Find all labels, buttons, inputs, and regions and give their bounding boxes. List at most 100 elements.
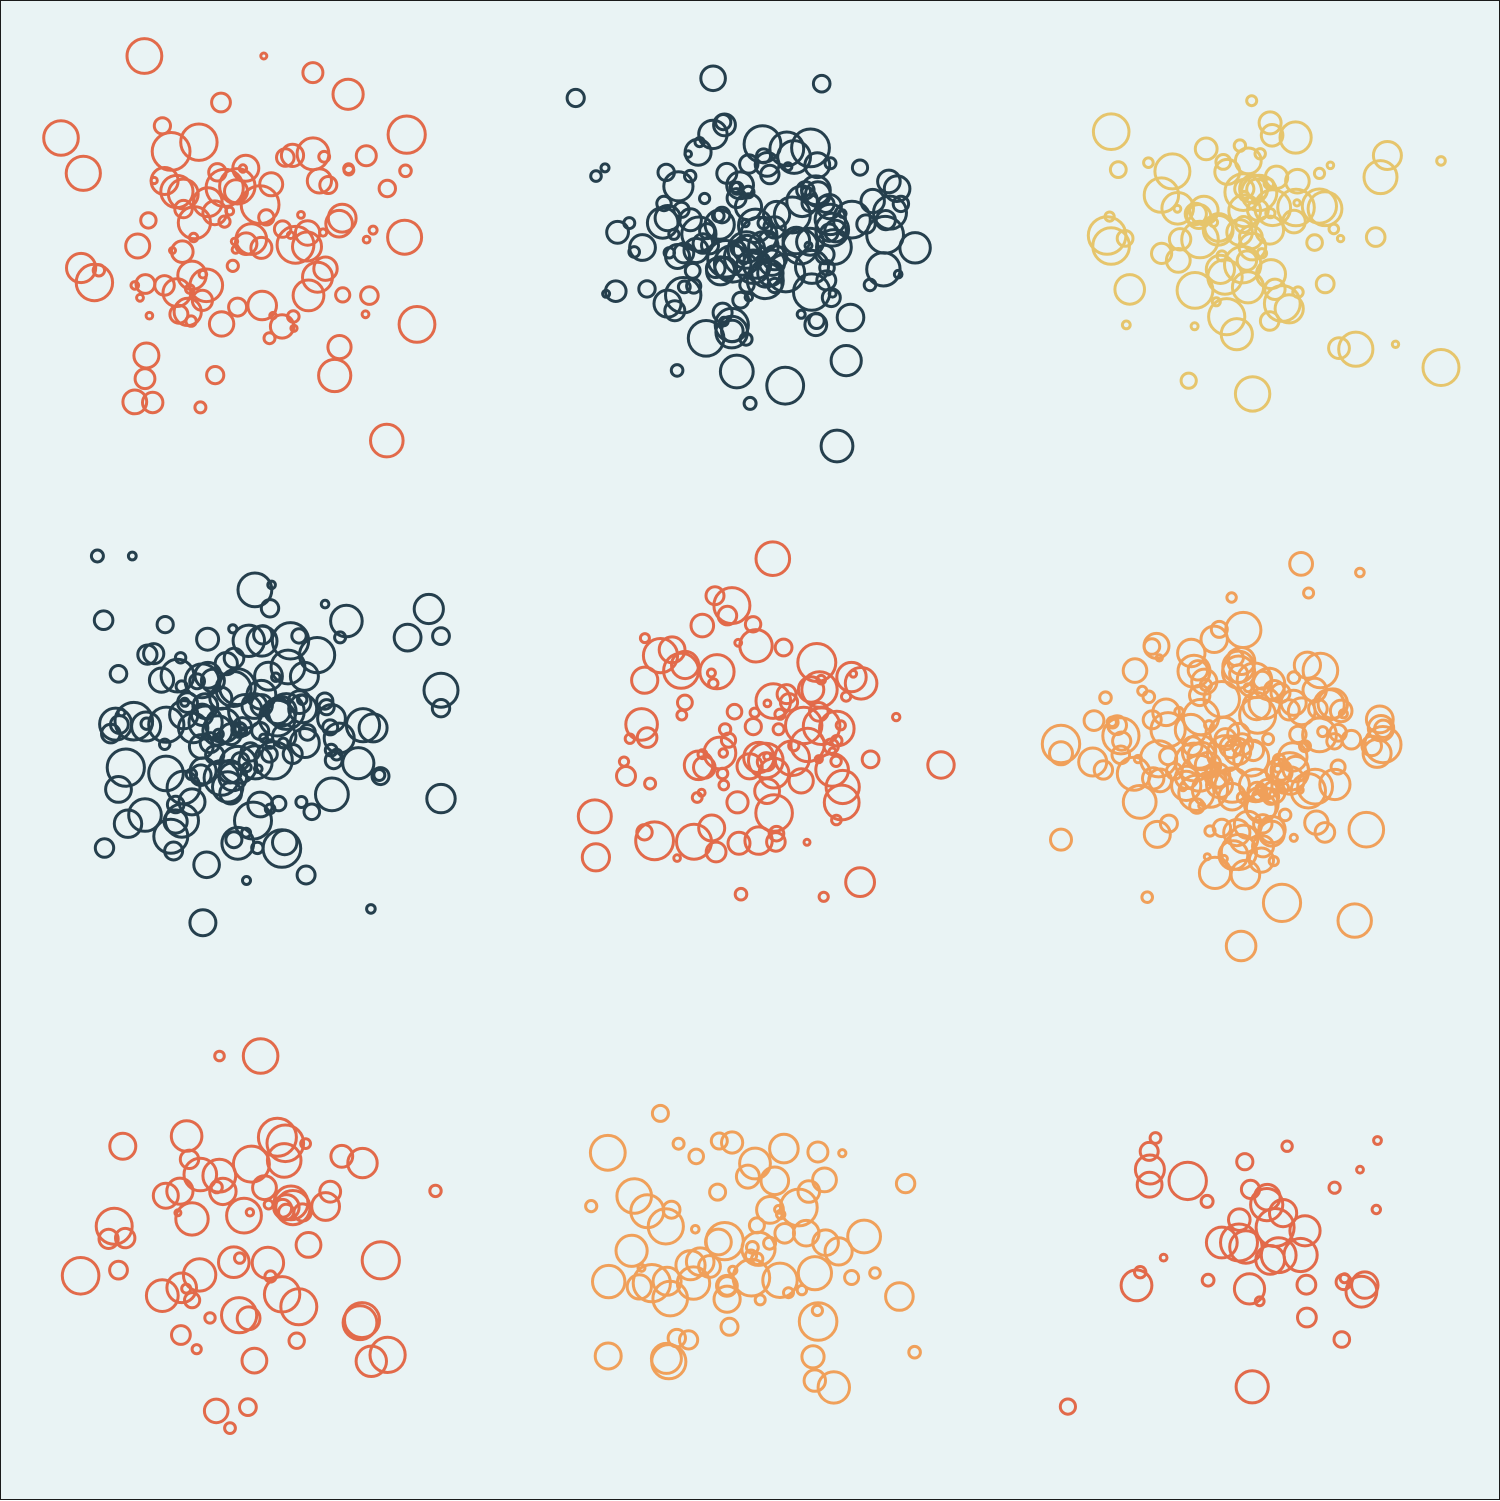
ring-circle	[663, 299, 687, 323]
ring-circle	[1227, 193, 1263, 229]
ring-circle	[676, 279, 692, 295]
ring-circle	[1204, 253, 1237, 285]
ring-circle	[369, 422, 405, 459]
ring-circle	[802, 837, 812, 847]
ring-circle	[747, 230, 780, 263]
ring-circle	[1282, 1236, 1319, 1274]
ring-circle	[1225, 218, 1254, 247]
ring-circle	[250, 1245, 286, 1281]
ring-circle	[1371, 140, 1403, 171]
ring-circle	[1203, 719, 1215, 731]
ring-circle	[907, 1344, 922, 1360]
ring-circle	[295, 136, 331, 172]
ring-circle	[726, 230, 767, 270]
ring-circle	[787, 767, 815, 795]
ring-circle	[265, 1123, 306, 1164]
ring-circle	[290, 627, 308, 645]
ring-circle	[1327, 1180, 1342, 1195]
ring-circle	[240, 826, 253, 839]
ring-circle	[233, 1251, 247, 1265]
ring-circle	[637, 279, 657, 299]
ring-circle	[1199, 1193, 1215, 1209]
ring-circle	[726, 830, 752, 856]
ring-circle	[767, 824, 786, 843]
ring-circle	[89, 548, 105, 564]
ring-circle	[180, 1282, 193, 1295]
ring-circle	[768, 130, 806, 168]
ring-circle	[580, 842, 612, 873]
ring-circle	[422, 671, 460, 709]
ring-circle	[757, 248, 787, 277]
ring-circle	[260, 745, 279, 764]
ring-circle	[279, 142, 306, 168]
ring-circle	[142, 642, 166, 666]
ring-circle	[386, 114, 427, 155]
ring-circle	[800, 1344, 826, 1370]
ring-circle	[155, 615, 175, 635]
ring-circle	[1160, 191, 1195, 226]
ring-circle	[257, 208, 276, 227]
ring-circle	[168, 699, 200, 731]
ring-circle	[690, 1224, 701, 1235]
ring-circle	[704, 840, 728, 864]
ring-circle	[817, 890, 830, 903]
ring-circle	[743, 717, 763, 737]
ring-circle	[1203, 824, 1217, 838]
ring-circle	[113, 700, 155, 742]
ring-circle	[235, 1305, 262, 1332]
ring-circle	[222, 646, 246, 670]
ring-circle	[181, 1257, 218, 1293]
cluster-3	[1086, 94, 1461, 413]
ring-circle	[210, 91, 232, 114]
ring-circle	[1316, 725, 1330, 739]
ring-circle	[1181, 735, 1204, 757]
ring-circle	[830, 813, 843, 827]
ring-circle	[753, 151, 781, 178]
ring-circle	[1139, 739, 1179, 779]
ring-circle	[1058, 1397, 1078, 1416]
ring-circle	[715, 766, 730, 781]
ring-circle	[748, 706, 761, 719]
ring-circle	[188, 756, 218, 786]
ring-circle	[1261, 882, 1303, 924]
ring-circle	[771, 722, 786, 737]
ring-circle	[708, 1182, 728, 1202]
cluster-6	[1040, 551, 1403, 963]
ring-circle	[412, 592, 445, 626]
ring-circle	[1252, 813, 1274, 835]
ring-circle	[1082, 709, 1106, 732]
ring-circle	[661, 1199, 682, 1220]
ring-circle	[712, 586, 752, 626]
ring-circle	[1223, 172, 1264, 213]
ring-circle	[1230, 270, 1266, 305]
ring-circle	[397, 305, 437, 344]
ring-circle	[270, 794, 288, 813]
ring-circle	[677, 207, 703, 233]
ring-circle	[782, 161, 794, 173]
ring-circle	[158, 737, 172, 751]
ring-circle	[430, 698, 452, 719]
ring-circle	[1154, 653, 1164, 663]
ring-circle	[240, 1346, 269, 1375]
ring-circle	[319, 598, 331, 610]
ring-circle	[294, 1231, 323, 1259]
ring-circle	[377, 178, 397, 199]
ring-circle	[680, 215, 718, 253]
ring-circle	[343, 1301, 381, 1340]
ring-circle	[341, 1304, 379, 1342]
ring-circle	[1091, 112, 1131, 151]
ring-circle	[1086, 215, 1128, 256]
ring-circle	[1199, 624, 1229, 654]
ring-circle	[1206, 258, 1244, 296]
ring-circle	[1207, 297, 1247, 337]
ring-circle	[1226, 721, 1251, 747]
ring-circle	[684, 1246, 716, 1277]
ring-circle	[1364, 704, 1395, 735]
ring-circle	[295, 864, 317, 886]
ring-circle	[1233, 177, 1256, 200]
ring-circle	[696, 748, 709, 761]
ring-circle	[848, 669, 859, 679]
ring-circle	[1142, 819, 1172, 849]
ring-circle	[1142, 156, 1155, 169]
